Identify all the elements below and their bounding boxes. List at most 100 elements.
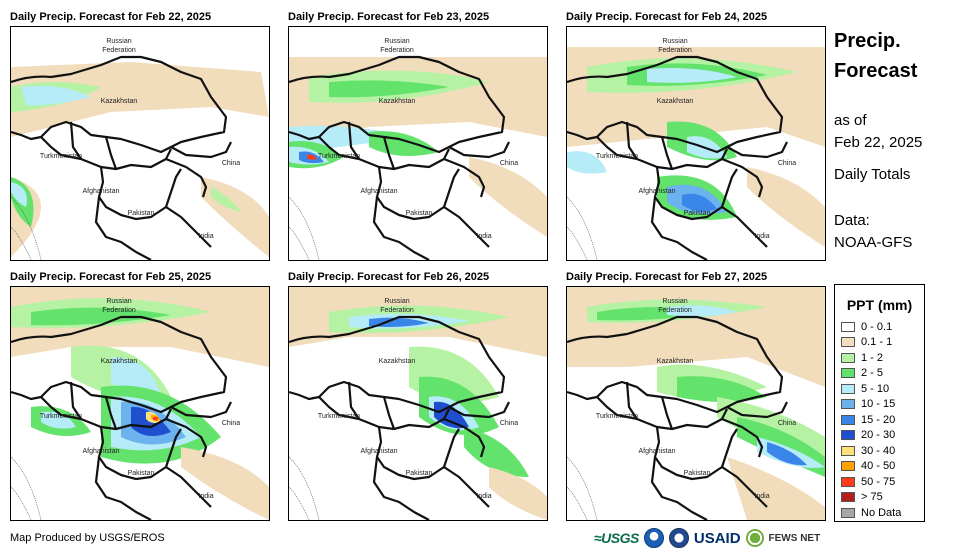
map-label-pakistan: Pakistan (683, 470, 711, 477)
legend-items: 0 - 0.1 0.1 - 1 1 - 2 2 - 5 5 - 10 10 - 15 15 … (835, 319, 924, 521)
country-border (660, 396, 674, 430)
legend-swatch (841, 383, 855, 394)
country-border (11, 315, 228, 414)
legend-swatch (841, 399, 855, 410)
country-border (726, 141, 788, 159)
map-label-turkmenistan: Turkmenistan (39, 413, 83, 420)
country-border (443, 206, 490, 248)
country-border (625, 121, 638, 160)
legend-label: 15 - 20 (861, 413, 896, 426)
precip-area (667, 305, 737, 317)
country-border (170, 401, 232, 419)
map-label-turkmenistan: Turkmenistan (595, 153, 639, 160)
data-label: Data: (834, 212, 870, 229)
panel-title: Daily Precip. Forecast for Feb 25, 2025 (10, 271, 212, 283)
precip-legend: PPT (mm) 0 - 0.1 0.1 - 1 1 - 2 2 - 5 5 - 10 1… (834, 284, 925, 522)
panel-title: Daily Precip. Forecast for Feb 26, 2025 (288, 271, 490, 283)
map-label-afghanistan: Afghanistan (82, 448, 120, 455)
daily-totals-label: Daily Totals (834, 166, 911, 183)
precip-map: Russian Federation Kazakhstan Turkmenistan A… (288, 286, 548, 521)
country-border (289, 55, 506, 154)
map-label-china: China (499, 160, 519, 167)
precip-area (767, 442, 807, 466)
legend-label: 1 - 2 (861, 351, 884, 364)
precip-area (329, 80, 449, 98)
coastline (289, 456, 320, 520)
country-border (165, 157, 208, 198)
map-label-turkmenistan: Turkmenistan (39, 153, 83, 160)
legend-label: 2 - 5 (861, 367, 884, 380)
country-border (375, 166, 460, 221)
usgs-logo: ≈USGS (594, 530, 639, 546)
legend-item: 15 - 20 (835, 412, 924, 428)
dhs-logo-icon (668, 528, 689, 548)
map-label-kazakhstan: Kazakhstan (100, 358, 138, 365)
panel-title: Daily Precip. Forecast for Feb 27, 2025 (566, 271, 768, 283)
country-border (382, 136, 396, 170)
country-border (318, 136, 450, 171)
legend-label: No Data (861, 506, 902, 519)
precip-area (727, 457, 825, 520)
forecast-panel: Daily Precip. Forecast for Feb 25, 2025 R… (10, 270, 270, 521)
map-label-kazakhstan: Kazakhstan (656, 358, 694, 365)
precip-map: Russian Federation Kazakhstan Turkmenistan A… (566, 286, 826, 521)
country-border (567, 315, 784, 414)
country-border (382, 396, 396, 430)
map-label-turkmenistan: Turkmenistan (317, 413, 361, 420)
precip-area (41, 411, 76, 429)
panel-title: Daily Precip. Forecast for Feb 24, 2025 (566, 11, 768, 23)
info-title-line1: Precip. (834, 30, 901, 52)
country-border (97, 426, 182, 481)
legend-label: 10 - 15 (861, 398, 896, 411)
legend-swatch (841, 507, 855, 518)
country-border (721, 157, 764, 198)
country-border (372, 196, 430, 260)
country-border (104, 136, 118, 170)
map-label-pakistan: Pakistan (127, 470, 155, 477)
map-label-india: India (476, 493, 492, 500)
map-label-russia: Russian Federation (658, 298, 692, 314)
map-label-kazakhstan: Kazakhstan (378, 358, 416, 365)
partner-logos: ≈USGS USAID FEWS NET (594, 526, 820, 550)
precip-area (469, 157, 547, 237)
country-border (375, 426, 460, 481)
country-border (443, 157, 486, 198)
precip-area (567, 151, 607, 174)
country-border (347, 381, 360, 420)
panel-title: Daily Precip. Forecast for Feb 22, 2025 (10, 11, 212, 23)
legend-swatch (841, 337, 855, 348)
legend-label: > 75 (861, 491, 883, 504)
legend-label: 0.1 - 1 (861, 336, 893, 349)
panel-title: Daily Precip. Forecast for Feb 23, 2025 (288, 11, 490, 23)
country-border (650, 456, 708, 520)
map-label-russia: Russian Federation (658, 38, 692, 54)
map-label-turkmenistan: Turkmenistan (595, 413, 639, 420)
country-border (165, 466, 212, 508)
country-border (165, 417, 208, 458)
coastline (567, 456, 598, 520)
coastline (11, 456, 42, 520)
country-border (721, 417, 764, 458)
map-label-india: India (754, 233, 770, 240)
precip-area (11, 62, 269, 137)
legend-label: 30 - 40 (861, 444, 896, 457)
country-border (165, 206, 212, 248)
map-label-russia: Russian Federation (380, 298, 414, 314)
precip-area (21, 85, 91, 106)
legend-label: 5 - 10 (861, 382, 890, 395)
legend-swatch (841, 430, 855, 441)
map-label-china: China (221, 160, 241, 167)
fews-net-logo-icon (745, 529, 764, 547)
country-border (69, 121, 82, 160)
map-label-pakistan: Pakistan (405, 210, 433, 217)
data-source: NOAA-GFS (834, 234, 913, 251)
precip-map: Russian Federation Kazakhstan Turkmenistan A… (10, 286, 270, 521)
map-label-kazakhstan: Kazakhstan (100, 98, 138, 105)
precip-area (211, 187, 241, 212)
legend-item: 2 - 5 (835, 366, 924, 382)
info-title-line2: Forecast (834, 60, 918, 82)
country-border (170, 141, 232, 159)
as-of-label: as of (834, 112, 867, 129)
country-border (289, 315, 506, 414)
map-label-russia: Russian Federation (102, 38, 136, 54)
